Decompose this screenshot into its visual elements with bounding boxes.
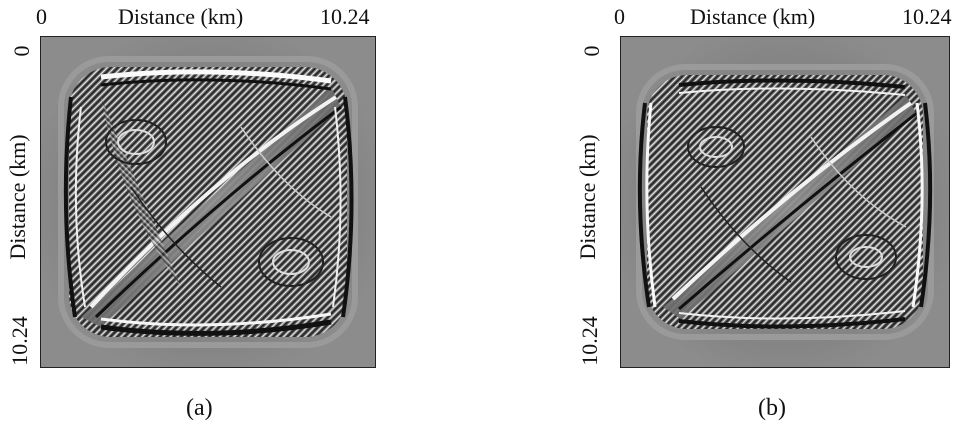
wavefield-image-a (41, 37, 375, 367)
x-tick-end: 10.24 (320, 4, 370, 29)
wavefield-plot-a (40, 36, 376, 368)
wavefield-plot-b (620, 36, 950, 368)
caption-a: (a) (186, 395, 213, 421)
y-axis-label: Distance (km) (5, 134, 30, 260)
x-axis-label: Distance (km) (690, 4, 816, 29)
caption-b: (b) (758, 395, 786, 421)
x-tick-end: 10.24 (902, 4, 952, 29)
x-axis-label: Distance (km) (118, 4, 244, 29)
y-tick-end: 10.24 (7, 316, 32, 366)
x-tick-start: 0 (36, 4, 47, 29)
y-tick-end: 10.24 (577, 316, 602, 366)
wavefield-image-b (621, 37, 949, 367)
y-axis-label: Distance (km) (575, 134, 600, 260)
figure-panel-b: 0 Distance (km) 10.24 0 Distance (km) 10… (484, 0, 968, 425)
x-tick-start: 0 (614, 4, 625, 29)
y-tick-start: 0 (9, 45, 34, 57)
figure-panel-a: 0 Distance (km) 10.24 0 Distance (km) 10… (0, 0, 480, 425)
y-tick-start: 0 (579, 45, 604, 57)
